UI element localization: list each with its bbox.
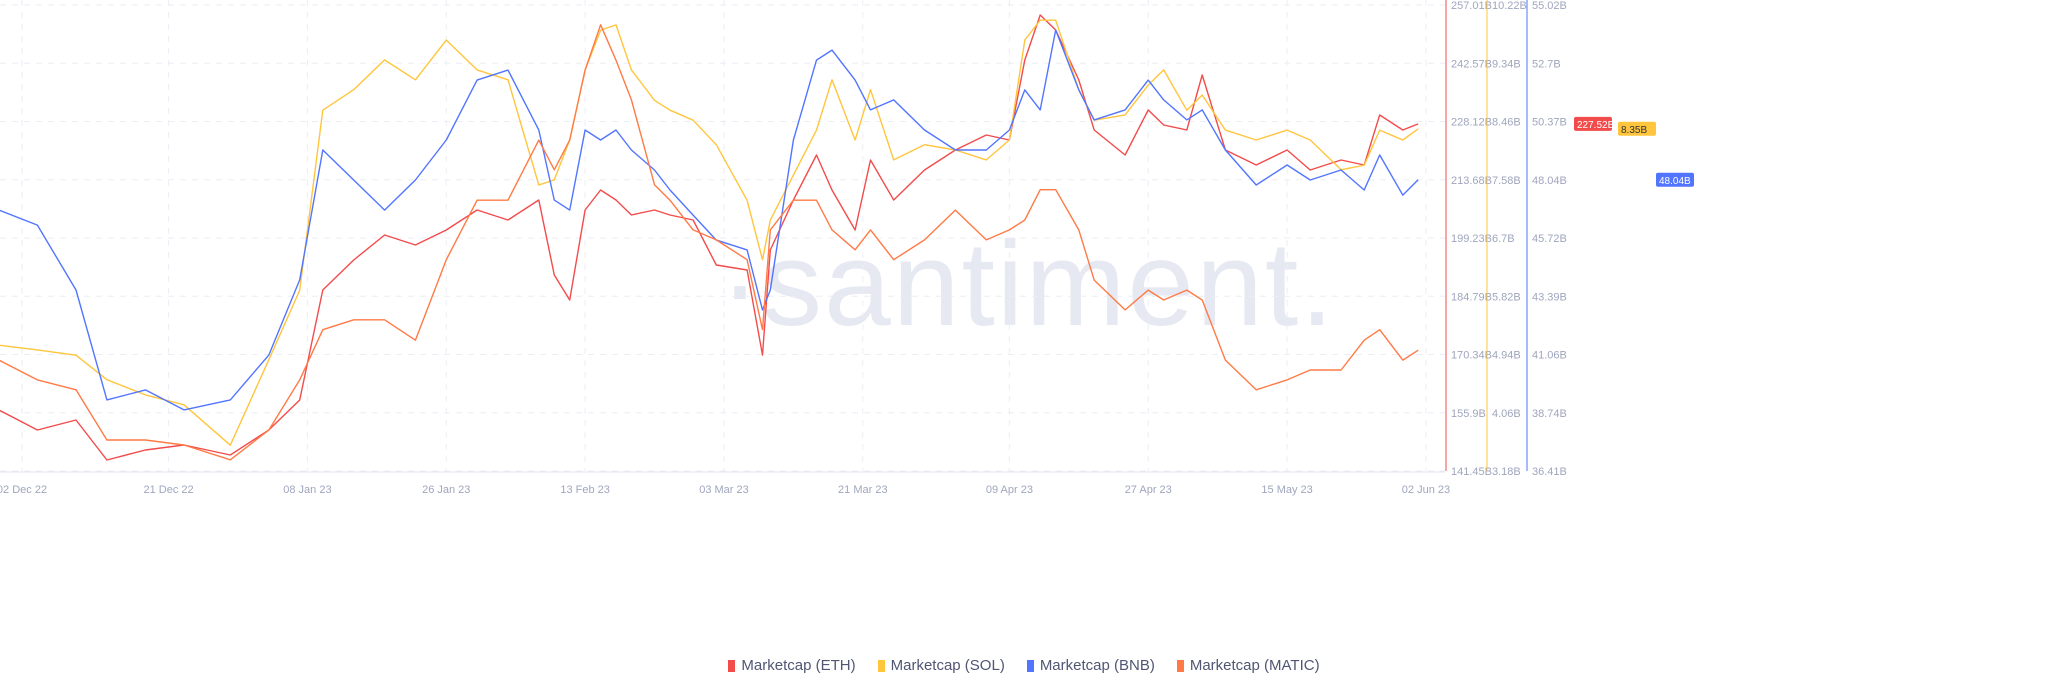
x-tick-label: 21 Dec 22 xyxy=(143,484,193,496)
sol-tick-label: 7.58B xyxy=(1492,175,1521,187)
bnb-current-badge xyxy=(1656,172,1694,187)
eth-tick-label: 155.9B xyxy=(1451,408,1486,420)
series-line-bnb xyxy=(0,29,1419,411)
eth-tick-label: 170.34B xyxy=(1451,350,1492,362)
x-tick-label: 21 Mar 23 xyxy=(838,484,888,496)
sol-tick-label: 4.06B xyxy=(1492,408,1521,420)
bnb-tick-label: 55.02B xyxy=(1532,0,1567,12)
series-line-eth xyxy=(0,14,1419,461)
sol-tick-label: 4.94B xyxy=(1492,350,1521,362)
y-axes: 257.01B 242.57B 228.12B 213.68B 199.23B 184.7… xyxy=(1445,0,1567,478)
legend-label: Marketcap (SOL) xyxy=(890,657,1005,674)
eth-current-value: 227.52B xyxy=(1577,120,1615,131)
legend-swatch xyxy=(1176,659,1184,672)
x-tick-label: 03 Mar 23 xyxy=(699,484,749,496)
legend-label: Marketcap (ETH) xyxy=(741,657,856,674)
eth-tick-label: 257.01B xyxy=(1451,0,1492,12)
eth-tick-label: 184.79B xyxy=(1451,291,1492,303)
legend-label: Marketcap (MATIC) xyxy=(1189,657,1320,674)
bnb-current-value: 48.04B xyxy=(1659,176,1691,187)
x-axis: 02 Dec 22 21 Dec 22 08 Jan 23 26 Jan 23 13 F… xyxy=(0,471,1450,496)
bnb-tick-label: 38.74B xyxy=(1532,408,1567,420)
sol-tick-label: 10.22B xyxy=(1492,0,1527,12)
eth-tick-label: 242.57B xyxy=(1451,58,1492,70)
current-value-badges: 227.52B 8.35B 48.04B xyxy=(1574,116,1694,187)
sol-current-value: 8.35B xyxy=(1621,125,1647,136)
x-tick-label: 15 May 23 xyxy=(1261,484,1312,496)
bnb-tick-label: 41.06B xyxy=(1532,350,1567,362)
bnb-tick-label: 48.04B xyxy=(1532,175,1567,187)
legend-swatch xyxy=(877,659,885,672)
sol-current-badge xyxy=(1618,121,1656,136)
bnb-tick-label: 43.39B xyxy=(1532,291,1567,303)
sol-tick-label: 5.82B xyxy=(1492,291,1521,303)
sol-tick-label: 8.46B xyxy=(1492,117,1521,129)
eth-tick-label: 213.68B xyxy=(1451,175,1492,187)
x-tick-label: 02 Jun 23 xyxy=(1402,484,1450,496)
x-tick-label: 26 Jan 23 xyxy=(422,484,470,496)
bnb-tick-label: 52.7B xyxy=(1532,58,1561,70)
series-line-sol xyxy=(0,19,1419,446)
bnb-tick-label: 36.41B xyxy=(1532,466,1567,478)
x-tick-label: 09 Apr 23 xyxy=(986,484,1033,496)
legend-item-eth[interactable]: Marketcap (ETH) xyxy=(728,657,856,674)
x-tick-label: 27 Apr 23 xyxy=(1125,484,1172,496)
santiment-watermark: ·santiment. xyxy=(720,217,1336,351)
series-line-matic xyxy=(0,24,1419,461)
eth-tick-label: 199.23B xyxy=(1451,233,1492,245)
sol-tick-label: 3.18B xyxy=(1492,466,1521,478)
series-lines xyxy=(0,14,1419,461)
legend-swatch xyxy=(728,659,736,672)
legend: Marketcap (ETH) Marketcap (SOL) Marketca… xyxy=(0,657,2048,674)
sol-tick-label: 9.34B xyxy=(1492,58,1521,70)
x-tick-label: 02 Dec 22 xyxy=(0,484,47,496)
legend-swatch xyxy=(1026,659,1034,672)
legend-item-matic[interactable]: Marketcap (MATIC) xyxy=(1176,657,1320,674)
sol-tick-label: 6.7B xyxy=(1492,233,1515,245)
grid xyxy=(0,0,1445,472)
legend-item-sol[interactable]: Marketcap (SOL) xyxy=(877,657,1005,674)
eth-current-badge xyxy=(1574,116,1612,131)
bnb-tick-label: 50.37B xyxy=(1532,117,1567,129)
x-tick-label: 13 Feb 23 xyxy=(560,484,610,496)
legend-item-bnb[interactable]: Marketcap (BNB) xyxy=(1026,657,1155,674)
eth-tick-label: 228.12B xyxy=(1451,117,1492,129)
eth-tick-label: 141.45B xyxy=(1451,466,1492,478)
x-tick-label: 08 Jan 23 xyxy=(283,484,331,496)
bnb-tick-label: 45.72B xyxy=(1532,233,1567,245)
legend-label: Marketcap (BNB) xyxy=(1039,657,1155,674)
